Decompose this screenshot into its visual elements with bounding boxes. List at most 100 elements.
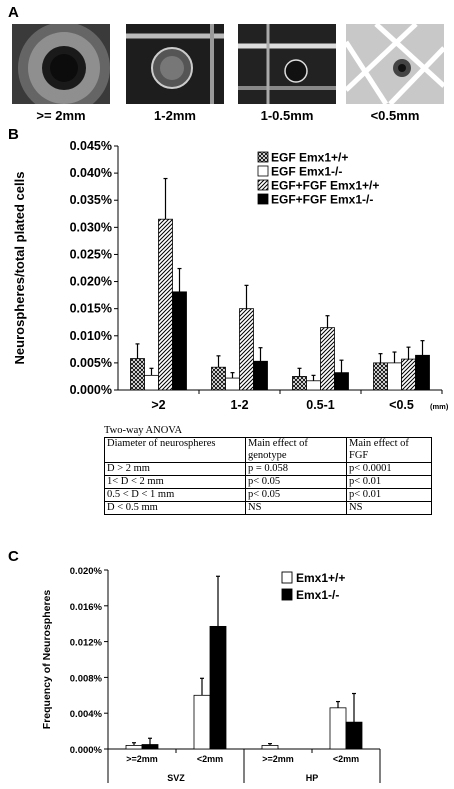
legend-label: EGF Emx1+/+ (271, 151, 348, 165)
bar (225, 377, 240, 391)
anova-cell: p< 0.0001 (346, 462, 432, 476)
bar (329, 707, 347, 750)
bar (125, 745, 143, 750)
y-tick-label: 0.035% (70, 193, 112, 207)
bar (261, 745, 279, 750)
bar (211, 366, 226, 391)
anova-title: Two-way ANOVA (104, 425, 183, 436)
bar (306, 380, 321, 391)
bar (144, 374, 159, 391)
anova-row: 1< D < 2 mm p< 0.05 p< 0.01 (104, 475, 432, 489)
chart-c: 0.000% 0.004% 0.008% 0.012% 0.016% 0.020% Freq… (41, 566, 381, 783)
x-tick-label: <0.5 (389, 398, 414, 412)
legend-swatch (257, 179, 269, 191)
photo-caption-1-2mm: 1-2mm (154, 108, 196, 123)
y-axis-title: Neurospheres/total plated cells (12, 172, 27, 365)
y-tick-label: 0.025% (70, 247, 112, 261)
photo-1-0.5mm-image (238, 24, 336, 104)
photo-caption-1-0.5mm: 1-0.5mm (260, 108, 314, 123)
anova-row: D > 2 mm p = 0.058 p< 0.0001 (104, 462, 432, 476)
anova-row: 0.5 < D < 1 mm p< 0.05 p< 0.01 (104, 488, 432, 502)
anova-cell: 0.5 < D < 1 mm (104, 488, 246, 502)
y-tick-label: 0.016% (70, 602, 103, 613)
anova-cell: D < 0.5 mm (104, 501, 246, 515)
anova-table: Two-way ANOVA Diameter of neurospheres M… (104, 425, 432, 515)
photo-small-image (346, 24, 444, 104)
legend-label: Emx1+/+ (296, 571, 345, 585)
anova-header-row: Diameter of neurospheres Main effect of … (104, 437, 432, 463)
photo-large-neurosphere (12, 24, 110, 104)
photo-caption-large: >= 2mm (36, 108, 86, 123)
x-tick-label: <2mm (197, 754, 223, 764)
legend-label: EGF+FGF Emx1-/- (271, 193, 373, 207)
bar (239, 308, 254, 391)
panel-b-letter: B (8, 126, 19, 143)
group-label: HP (306, 773, 319, 783)
y-tick-label: 0.004% (70, 709, 103, 720)
anova-cell: p< 0.05 (245, 475, 347, 489)
panel-a-letter: A (8, 4, 19, 21)
anova-header-cell: Diameter of neurospheres (104, 437, 246, 463)
bar (387, 362, 402, 391)
y-tick-label: 0.005% (70, 356, 112, 370)
y-tick-label: 0.010% (70, 329, 112, 343)
photo-caption-small: <0.5mm (370, 108, 420, 123)
y-tick-label: 0.015% (70, 302, 112, 316)
x-tick-label: 0.5-1 (306, 398, 335, 412)
x-tick-label: >=2mm (126, 754, 158, 764)
bar (158, 218, 173, 391)
group-label: SVZ (167, 773, 185, 783)
bar (320, 327, 335, 391)
bar (141, 744, 159, 750)
chart-b: 0.000% 0.005% 0.010% 0.015% 0.020% 0.025% 0.03… (12, 139, 449, 412)
bar (209, 625, 227, 750)
legend-swatch (281, 571, 293, 584)
legend-swatch (257, 193, 269, 205)
legend-label: Emx1-/- (296, 588, 339, 602)
photo-small-neurosphere (346, 24, 444, 104)
x-tick-label: <2mm (333, 754, 359, 764)
bar (130, 358, 145, 391)
y-tick-label: 0.045% (70, 139, 112, 153)
anova-cell: p< 0.01 (346, 475, 432, 489)
anova-cell: 1< D < 2 mm (104, 475, 246, 489)
y-tick-label: 0.030% (70, 220, 112, 234)
x-tick-label: >=2mm (262, 754, 294, 764)
bar (373, 362, 388, 391)
y-tick-label: 0.000% (70, 745, 103, 756)
anova-cell: D > 2 mm (104, 462, 246, 476)
legend-swatch (257, 165, 269, 177)
x-unit-label: (mm) (430, 402, 449, 411)
legend-swatch (281, 588, 293, 601)
y-tick-label: 0.012% (70, 638, 103, 649)
bar (193, 694, 211, 750)
bar (401, 358, 416, 391)
bar (253, 360, 268, 391)
anova-cell: NS (346, 501, 432, 515)
panel-c-letter: C (8, 548, 19, 565)
y-tick-label: 0.040% (70, 166, 112, 180)
x-tick-label: >2 (151, 398, 165, 412)
bar (334, 372, 349, 391)
anova-cell: p = 0.058 (245, 462, 347, 476)
legend-swatch (257, 151, 269, 163)
y-tick-label: 0.008% (70, 673, 103, 684)
photo-1-2mm-image (126, 24, 224, 104)
y-axis-title: Frequency of Neurospheres (41, 590, 53, 730)
anova-cell: NS (245, 501, 347, 515)
x-tick-label: 1-2 (230, 398, 248, 412)
bar (415, 354, 430, 391)
anova-header-cell: Main effect of genotype (245, 437, 347, 463)
legend-label: EGF Emx1-/- (271, 165, 342, 179)
anova-grid: Diameter of neurospheres Main effect of … (104, 437, 432, 515)
bar (292, 376, 307, 391)
bar (345, 721, 363, 750)
anova-header-cell: Main effect of FGF (346, 437, 432, 463)
anova-cell: p< 0.05 (245, 488, 347, 502)
anova-row: D < 0.5 mm NS NS (104, 501, 432, 515)
anova-cell: p< 0.01 (346, 488, 432, 502)
photo-1-2mm-neurosphere (126, 24, 224, 104)
photo-1-0.5mm-neurosphere (238, 24, 336, 104)
legend-label: EGF+FGF Emx1+/+ (271, 179, 379, 193)
bar (172, 291, 187, 391)
